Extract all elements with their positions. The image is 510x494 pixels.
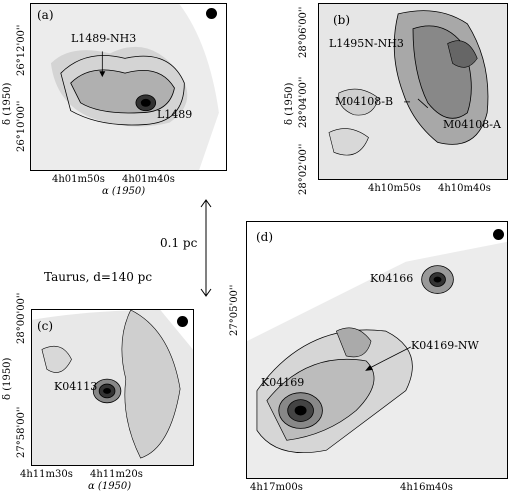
panel-d-xtick-2: 4h16m40s — [400, 482, 453, 493]
beam-dot-c — [177, 316, 188, 327]
panel-c-ytick-1: 28°00'00'' — [16, 292, 27, 344]
scale-note: Taurus, d=140 pc — [44, 270, 153, 284]
panel-a-xtick-1: 4h01m50s — [52, 174, 105, 185]
panel-c: (c) K04113 — [31, 309, 194, 466]
panel-d-xtick-1: 4h17m00s — [250, 482, 303, 493]
panel-c-xtick-2: 4h11m20s — [90, 469, 143, 480]
scale-bar — [200, 199, 212, 297]
source-label-l1489: L1489 — [157, 108, 193, 121]
source-label-k04113: K04113 — [54, 380, 98, 393]
panel-a-ytick-2: 26°10'00'' — [16, 100, 27, 152]
panel-c-label: (c) — [37, 319, 54, 333]
panel-c-xtick-1: 4h11m30s — [20, 469, 73, 480]
source-label-m04108-a: M04108-A — [443, 118, 501, 131]
source-label-l1489-nh3: L1489-NH3 — [71, 32, 137, 45]
panel-a-label: (a) — [37, 8, 54, 22]
panel-b-ytick-3: 28°02'00'' — [298, 143, 309, 195]
panel-a-xlabel: α (1950) — [102, 186, 146, 197]
panel-b-label: (b) — [333, 13, 351, 27]
source-label-k04169: K04169 — [261, 376, 305, 389]
panel-d-map — [247, 222, 507, 478]
panel-a-map — [31, 4, 219, 170]
panel-a: (a) L1489-NH3 L1489 — [30, 3, 227, 171]
panel-b-ytick-2: 28°04'00'' — [298, 76, 309, 128]
source-label-k04169-nw: K04169-NW — [411, 339, 479, 352]
panel-b-map — [319, 4, 507, 179]
panel-c-ylabel: δ (1950) — [2, 357, 13, 400]
source-label-m04108-b: M04108-B — [335, 95, 394, 108]
panel-d: (d) K04166 K04169-NW K04169 — [246, 221, 508, 479]
panel-b-xtick-2: 4h10m40s — [438, 183, 491, 194]
panel-a-ytick-1: 26°12'00'' — [16, 24, 27, 76]
beam-dot-a — [206, 8, 217, 19]
panel-d-ytick-1: 27°05'00'' — [229, 284, 240, 336]
panel-a-ylabel: δ (1950) — [2, 82, 13, 125]
beam-dot-d — [493, 229, 504, 240]
scale-length: 0.1 pc — [160, 236, 198, 250]
panel-b-ytick-1: 28°06'00'' — [298, 6, 309, 58]
panel-a-xtick-2: 4h01m40s — [122, 174, 175, 185]
panel-c-xlabel: α (1950) — [88, 481, 132, 492]
panel-b-xtick-1: 4h10m50s — [368, 183, 421, 194]
panel-b: (b) L1495N-NH3 M04108-B M04108-A — [318, 3, 508, 180]
panel-c-map — [32, 310, 193, 465]
source-label-k04166: K04166 — [370, 272, 414, 285]
source-label-l1495n-nh3: L1495N-NH3 — [329, 37, 404, 50]
panel-d-label: (d) — [256, 230, 274, 244]
panel-b-ylabel: δ (1950) — [284, 82, 295, 125]
panel-c-ytick-2: 27°58'00'' — [16, 406, 27, 458]
